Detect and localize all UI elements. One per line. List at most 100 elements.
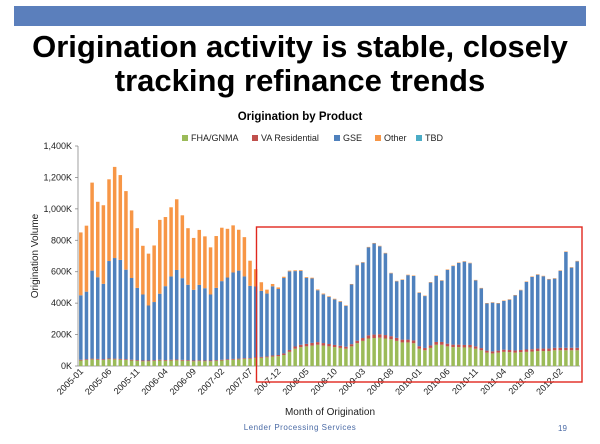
bar-segment-va-residential — [456, 344, 461, 348]
bar-segment-fha-gnma — [169, 360, 173, 366]
bar-segment-va-residential — [282, 353, 286, 355]
bar-segment-va-residential — [479, 348, 484, 351]
legend-swatch-other — [375, 135, 381, 141]
bar-segment-va-residential — [535, 348, 540, 352]
bar-segment-other — [169, 207, 173, 277]
bar-segment-va-residential — [485, 350, 489, 353]
bar-segment-va-residential — [428, 345, 433, 348]
bar-segment-gse — [558, 270, 563, 348]
bar-segment-gse — [197, 284, 202, 361]
bar-segment-other — [90, 182, 94, 271]
bar-segment-gse — [287, 271, 292, 350]
bar-segment-fha-gnma — [411, 343, 416, 366]
bar-segment-fha-gnma — [135, 360, 139, 366]
bar-segment-va-residential — [552, 347, 557, 351]
bar-segment-fha-gnma — [490, 353, 495, 366]
bar-segment-va-residential — [310, 342, 314, 346]
bar-segment-fha-gnma — [118, 359, 123, 366]
bar-segment-other — [253, 269, 258, 287]
bar-segment-va-residential — [191, 360, 196, 362]
bar-segment-va-residential — [389, 336, 393, 340]
bar-segment-va-residential — [220, 359, 224, 361]
bar-segment-gse — [530, 276, 534, 350]
bar-segment-gse — [456, 262, 461, 345]
bar-segment-gse — [338, 301, 343, 346]
bar-segment-gse — [479, 288, 484, 349]
bar-segment-va-residential — [214, 360, 218, 361]
header-bar — [14, 6, 586, 26]
bar-segment-va-residential — [90, 358, 94, 360]
bar-segment-fha-gnma — [496, 352, 500, 366]
bar-segment-gse — [519, 290, 523, 350]
bar-segment-fha-gnma — [203, 361, 207, 366]
bar-segment-gse — [225, 277, 230, 360]
bar-segment-fha-gnma — [163, 360, 168, 366]
bar-segment-gse — [84, 291, 89, 360]
bar-segment-fha-gnma — [95, 359, 100, 366]
bar-segment-other — [203, 236, 207, 289]
bar-segment-gse — [299, 270, 303, 345]
bar-segment-fha-gnma — [456, 347, 461, 366]
slide-title-line-1: Origination activity is stable, closely — [32, 29, 568, 64]
bar-segment-va-residential — [169, 359, 173, 361]
bar-segment-gse — [129, 278, 134, 360]
bar-segment-other — [191, 237, 196, 290]
bar-segment-fha-gnma — [152, 360, 156, 366]
bar-segment-gse — [231, 272, 235, 359]
bar-segment-gse — [259, 290, 264, 357]
bar-segment-gse — [378, 246, 382, 335]
bar-segment-gse — [485, 303, 489, 351]
bar-segment-gse — [355, 265, 359, 341]
bar-segment-va-residential — [434, 341, 438, 345]
bar-segment-fha-gnma — [366, 338, 371, 366]
bar-segment-other — [107, 179, 111, 262]
bar-segment-gse — [513, 295, 517, 351]
bar-segment-fha-gnma — [564, 350, 568, 366]
bar-segment-gse — [253, 286, 258, 358]
bar-segment-gse — [552, 278, 557, 348]
bar-segment-other — [338, 301, 343, 302]
y-axis-title: Origination Volume — [30, 213, 41, 298]
bar-segment-gse — [541, 276, 546, 349]
bar-segment-fha-gnma — [174, 360, 179, 366]
bar-segment-fha-gnma — [84, 360, 89, 366]
bar-segment-other — [270, 283, 275, 287]
bar-segment-gse — [344, 305, 348, 347]
bar-segment-va-residential — [383, 335, 388, 339]
bar-segment-gse — [507, 299, 512, 350]
bar-segment-gse — [502, 300, 506, 350]
x-tick-label: 2005-11 — [112, 366, 142, 396]
bar-segment-va-residential — [186, 360, 190, 361]
bar-segment-gse — [417, 292, 421, 347]
bar-segment-va-residential — [118, 358, 123, 360]
bar-segment-va-residential — [225, 359, 230, 361]
bar-segment-gse — [118, 259, 123, 359]
bar-segment-va-residential — [355, 340, 359, 344]
bar-segment-va-residential — [541, 348, 546, 352]
bar-segment-gse — [152, 302, 156, 361]
bar-segment-other — [84, 225, 89, 292]
y-tick-label: 1,000K — [43, 204, 72, 214]
bar-segment-gse — [524, 281, 529, 350]
bar-segment-fha-gnma — [332, 347, 337, 366]
bar-segment-gse — [101, 283, 106, 360]
bar-segment-fha-gnma — [383, 338, 388, 366]
bar-segment-fha-gnma — [259, 357, 264, 366]
bar-segment-fha-gnma — [141, 361, 145, 366]
bar-segment-gse — [135, 287, 139, 361]
bar-segment-va-residential — [197, 360, 202, 362]
bar-segment-fha-gnma — [355, 343, 359, 366]
bar-segment-va-residential — [575, 347, 579, 351]
bar-segment-other — [124, 191, 128, 270]
bar-segment-fha-gnma — [473, 348, 478, 366]
bar-segment-gse — [265, 293, 269, 357]
y-tick-label: 400K — [51, 298, 72, 308]
bar-segment-fha-gnma — [327, 346, 331, 366]
bar-segment-gse — [468, 263, 472, 345]
bar-segment-fha-gnma — [513, 352, 517, 366]
bar-segment-other — [208, 247, 213, 295]
bar-segment-other — [310, 277, 314, 279]
bar-segment-fha-gnma — [485, 352, 489, 366]
bar-segment-other — [231, 225, 235, 273]
